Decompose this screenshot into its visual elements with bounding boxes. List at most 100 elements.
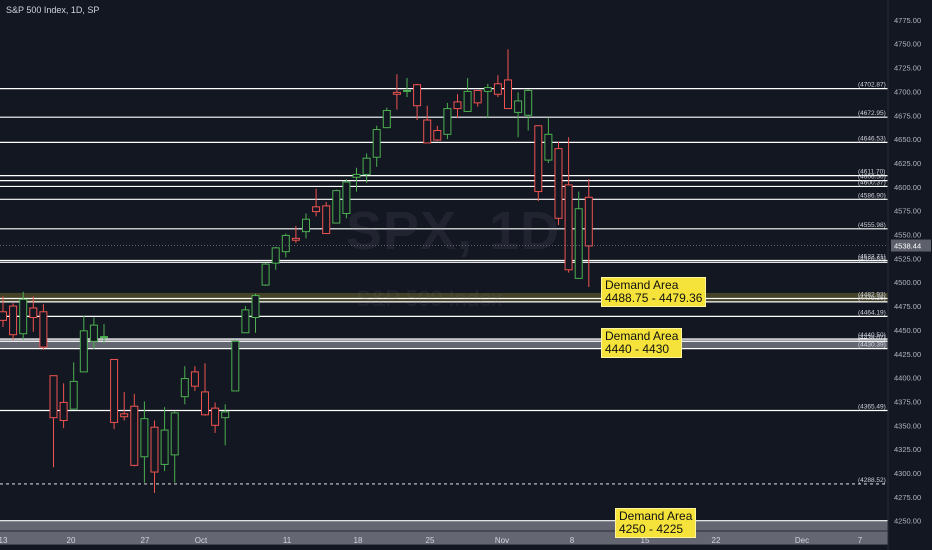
level-label: (4522.71) — [858, 254, 886, 261]
candle-body — [261, 263, 270, 286]
candle-body — [241, 309, 250, 334]
price-tick-label: 4300.00 — [894, 469, 921, 478]
candle-body — [322, 205, 331, 235]
candle-body — [423, 119, 432, 144]
demand-area-box-2: Demand Area 4440 - 4430 — [601, 328, 683, 358]
time-tick-label: 22 — [712, 536, 721, 545]
price-tick-label: 4550.00 — [894, 231, 921, 240]
candle-body — [504, 79, 512, 110]
price-tick-label: 4700.00 — [894, 87, 921, 96]
time-tick-label: 8 — [570, 536, 575, 545]
candle-body — [291, 237, 300, 241]
symbol-watermark: SPX, 1D — [346, 201, 561, 261]
price-tick-label: 4375.00 — [894, 397, 921, 406]
demand-zone — [0, 520, 888, 545]
price-tick-label: 4600.00 — [894, 183, 921, 192]
candle-body — [110, 358, 119, 423]
time-tick-label: 15 — [641, 536, 650, 545]
price-tick-label: 4425.00 — [894, 350, 921, 359]
candle-body — [514, 100, 523, 113]
demand-area-range: 4488.75 - 4479.36 — [605, 291, 703, 305]
candle-body — [584, 196, 593, 247]
candle-body — [79, 330, 88, 373]
candle-body — [89, 324, 98, 342]
candle-body — [362, 157, 371, 175]
level-label: (4438.07) — [858, 334, 886, 341]
level-label: (4606.50) — [858, 174, 886, 181]
candle-body — [433, 130, 442, 141]
price-tick-label: 4775.00 — [894, 16, 921, 25]
level-label: (4646.53) — [858, 135, 886, 142]
price-tick-label: 4675.00 — [894, 111, 921, 120]
price-tick-label: 4750.00 — [894, 40, 921, 49]
price-tick-label: 4475.00 — [894, 302, 921, 311]
level-label: (4586.90) — [858, 192, 886, 199]
time-tick-label: Oct — [195, 536, 208, 545]
price-tick-label: 4250.00 — [894, 517, 921, 526]
demand-zone — [0, 339, 888, 349]
candle-body — [130, 405, 139, 466]
time-tick-label: 11 — [283, 536, 292, 545]
candle-body — [352, 173, 361, 178]
candle-body — [473, 89, 482, 104]
candle-body — [281, 234, 290, 253]
candle-body — [302, 218, 310, 233]
time-axis[interactable]: 13 20 27 Oct 11 18 25 Nov 8 15 22 Dec 7 — [0, 530, 888, 545]
demand-area-box-3: Demand Area 4250 - 4225 — [615, 508, 697, 538]
candle-body — [554, 148, 563, 219]
chart-title: S&P 500 Index, 1D, SP — [6, 5, 100, 15]
price-tick-label: 4450.00 — [894, 326, 921, 335]
time-tick-label: 13 — [0, 536, 8, 545]
demand-area-title: Demand Area — [605, 329, 679, 343]
price-tick-label: 4725.00 — [894, 64, 921, 73]
candle-body — [534, 125, 543, 193]
price-tick-label: 4625.00 — [894, 159, 921, 168]
candle-body — [211, 407, 220, 426]
level-label: (4555.98) — [858, 222, 886, 229]
candle-body — [120, 413, 129, 418]
candle-body — [413, 84, 422, 107]
time-tick-label: 20 — [67, 536, 76, 545]
candle-body — [29, 307, 38, 318]
candle-body — [251, 295, 260, 318]
candle-body — [544, 133, 553, 161]
current-price-tag — [891, 239, 931, 252]
demand-area-title: Demand Area — [619, 509, 693, 523]
candle-body — [190, 371, 199, 387]
price-tick-label: 4500.00 — [894, 278, 921, 287]
price-tick-label: 4350.00 — [894, 421, 921, 430]
level-label: (4672.95) — [858, 110, 886, 117]
candle-body — [332, 190, 341, 224]
time-tick-label: 7 — [858, 536, 863, 545]
level-label: (4464.19) — [858, 309, 886, 316]
level-label: (4482.93) — [858, 291, 886, 298]
candle-body — [39, 311, 48, 348]
level-label: (4520.83) — [858, 255, 886, 262]
price-tick-label: 4650.00 — [894, 135, 921, 144]
price-tick-label: 4275.00 — [894, 493, 921, 502]
candle-body — [140, 418, 149, 458]
candle-body — [100, 336, 108, 339]
level-label: (4440.50) — [858, 332, 886, 339]
demand-area-range: 4250 - 4225 — [619, 522, 684, 536]
level-label: (4288.52) — [858, 477, 886, 484]
candle-body — [180, 378, 189, 398]
candle-body — [463, 90, 472, 112]
demand-area-range: 4440 - 4430 — [605, 342, 670, 356]
level-label: (4365.49) — [858, 404, 886, 411]
candle-body — [403, 89, 411, 92]
candle-body — [19, 298, 28, 335]
candle-body — [392, 91, 401, 95]
candle-body — [524, 89, 533, 116]
candle-body — [201, 391, 209, 416]
candle-body — [170, 412, 179, 456]
candle-body — [312, 206, 321, 213]
candle-body — [574, 208, 583, 279]
candle-body — [150, 426, 159, 473]
candle-body — [443, 108, 452, 135]
name-watermark: S&P 500 Index — [356, 286, 503, 311]
candle-body — [69, 380, 78, 410]
level-label: (4600.37) — [858, 179, 886, 186]
